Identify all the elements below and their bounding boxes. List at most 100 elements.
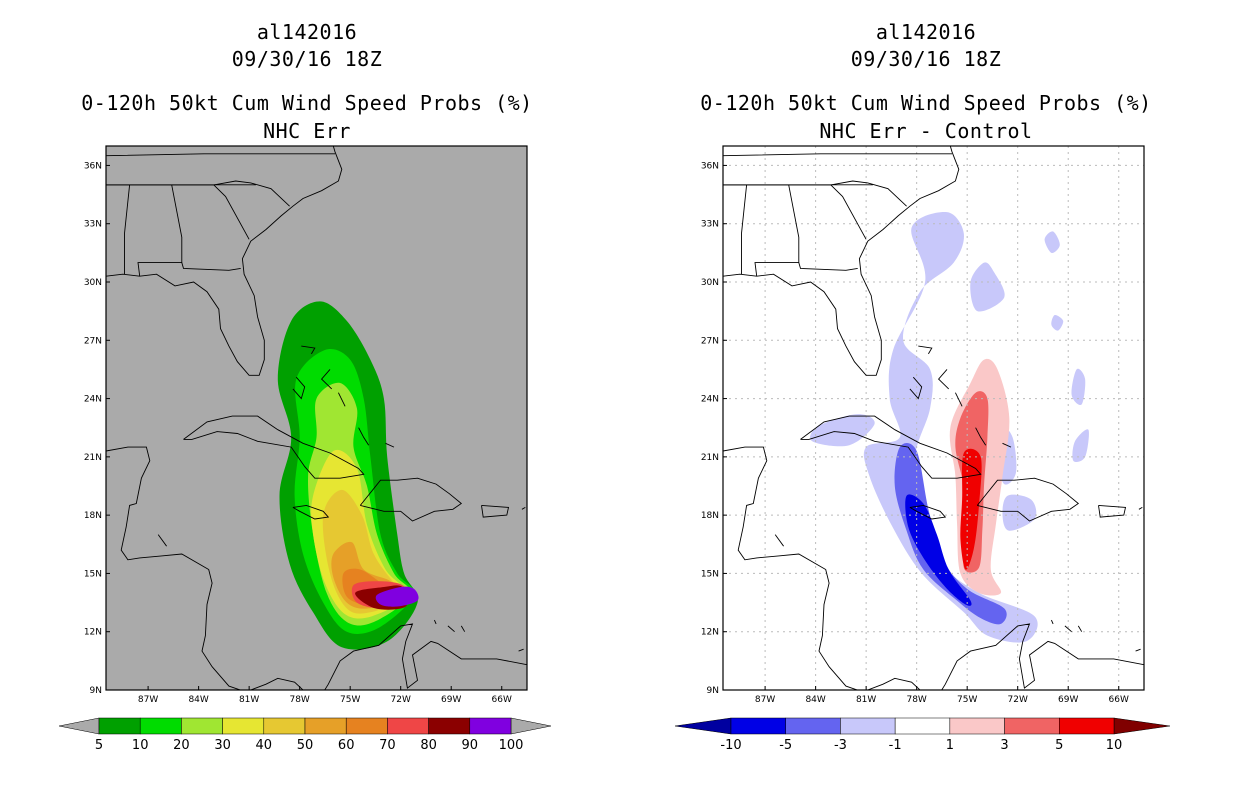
left-coastline-21 (447, 625, 455, 633)
right-coastline-25 (774, 534, 784, 547)
left-y-tick-label: 9N (90, 686, 102, 696)
right-contour-9 (894, 442, 1007, 625)
right-colorbar-label: -1 (889, 738, 902, 753)
right-colorbar-swatch (894, 717, 951, 735)
right-y-tick-label: 33N (701, 220, 719, 230)
left-coastline-8 (292, 504, 330, 520)
left-title-product: 0-120h 50kt Cum Wind Speed Probs (%) (81, 91, 533, 115)
left-x-tick-label: 87W (138, 695, 158, 705)
left-colorbar-swatch (181, 717, 223, 735)
right-coastline-17 (723, 446, 859, 690)
right-colorbar-label: 1 (946, 738, 954, 753)
right-colorbar-label: 5 (1055, 738, 1063, 753)
left-title-storm: al142016 (256, 20, 358, 44)
right-y-tick-label: 36N (701, 161, 719, 171)
right-x-tick-label: 78W (906, 695, 926, 705)
right-coastline-0 (723, 146, 960, 376)
right-x-tick-label: 66W (1109, 695, 1129, 705)
right-coastline-6 (723, 153, 952, 157)
right-coastline-19 (941, 623, 1144, 690)
right-y-tick-label: 15N (701, 569, 719, 579)
left-colorbar-swatch (139, 717, 182, 735)
left-colorbar-left-arrow (58, 717, 100, 735)
right-coastline-9 (976, 477, 1080, 522)
right-contour-6 (1072, 429, 1089, 463)
left-coastline-22 (460, 625, 466, 632)
left-colorbar-label: 50 (297, 738, 314, 753)
right-coastline-2 (741, 184, 748, 275)
right-coastline-11 (909, 376, 923, 400)
left-coastline-14 (337, 392, 346, 407)
left-colorbar-swatch (98, 717, 141, 735)
left-contour-9 (375, 586, 419, 607)
left-colorbar-label: 5 (95, 738, 103, 753)
left-coastline-12 (301, 345, 316, 355)
right-x-tick-label: 87W (755, 695, 775, 705)
left-colorbar-right-arrow (510, 717, 552, 735)
left-y-tick-label: 24N (84, 395, 102, 405)
right-colorbar-label: -3 (834, 738, 847, 753)
left-coastline-0 (106, 146, 343, 376)
left-coastline-6 (106, 153, 335, 157)
left-colorbar-label: 30 (214, 738, 231, 753)
right-coastline-4 (798, 262, 858, 271)
right-colorbar-swatch (785, 717, 841, 735)
left-colorbar-label: 10 (132, 738, 149, 753)
left-colorbar-label: 40 (256, 738, 273, 753)
left-coastline-11 (292, 376, 306, 400)
left-colorbar-swatch (428, 717, 471, 735)
left-coastline-13 (320, 369, 333, 390)
right-map-layers (723, 146, 1144, 690)
right-contour-2 (970, 262, 1005, 312)
left-coastline-10 (481, 504, 510, 518)
left-colorbar-swatch (387, 717, 429, 735)
right-coastline-23 (1138, 507, 1143, 510)
left-colorbar-label: 70 (379, 738, 396, 753)
left-y-tick-label: 27N (84, 336, 102, 346)
right-y-tick-label: 21N (701, 453, 719, 463)
left-coastline-25 (157, 534, 167, 547)
left-colorbar-swatch (263, 717, 306, 735)
right-y-tick-label: 18N (701, 511, 719, 521)
left-y-tick-label: 33N (84, 220, 102, 230)
right-contour-10 (905, 494, 972, 606)
right-colorbar-label: -10 (720, 738, 741, 753)
right-y-tick-label: 30N (701, 278, 719, 288)
left-x-tick-label: 78W (289, 695, 309, 705)
right-y-tick-label: 24N (701, 395, 719, 405)
right-contour-1 (810, 414, 875, 447)
left-coastline-18 (249, 677, 304, 690)
right-colorbar-swatch (1004, 717, 1060, 735)
right-colorbar-label: 10 (1106, 738, 1123, 753)
left-x-tick-label: 69W (441, 695, 461, 705)
right-colorbar-swatch (1059, 717, 1115, 735)
left-x-tick-label: 72W (391, 695, 411, 705)
right-colorbar-left-arrow (674, 717, 732, 735)
left-y-tick-label: 12N (84, 628, 102, 638)
right-coastline-7 (800, 415, 982, 479)
left-coastline-17 (106, 446, 242, 690)
left-coastline-5 (213, 184, 250, 240)
left-y-tick-label: 18N (84, 511, 102, 521)
left-title-date: 09/30/16 18Z (231, 47, 383, 71)
left-colorbar-label: 20 (173, 738, 190, 753)
left-map-frame (105, 145, 528, 691)
right-coastline-21 (1064, 625, 1072, 633)
right-colorbar-label: 3 (1000, 738, 1008, 753)
right-x-tick-label: 72W (1008, 695, 1028, 705)
right-title-panel-label: NHC Err - Control (819, 119, 1033, 143)
right-coastline-13 (937, 369, 950, 390)
right-coastline-15 (975, 427, 987, 446)
left-x-tick-label: 81W (239, 695, 259, 705)
right-coastline-16 (1002, 442, 1012, 448)
right-map-frame (722, 145, 1145, 691)
right-colorbar-swatch (730, 717, 786, 735)
left-coastline-19 (324, 623, 527, 690)
right-contour-5 (1071, 368, 1086, 405)
right-x-tick-label: 84W (805, 695, 825, 705)
right-coastline-22 (1077, 625, 1083, 632)
left-coastline-16 (385, 442, 395, 448)
right-contour-8 (1044, 231, 1060, 254)
right-title-storm: al142016 (875, 20, 977, 44)
